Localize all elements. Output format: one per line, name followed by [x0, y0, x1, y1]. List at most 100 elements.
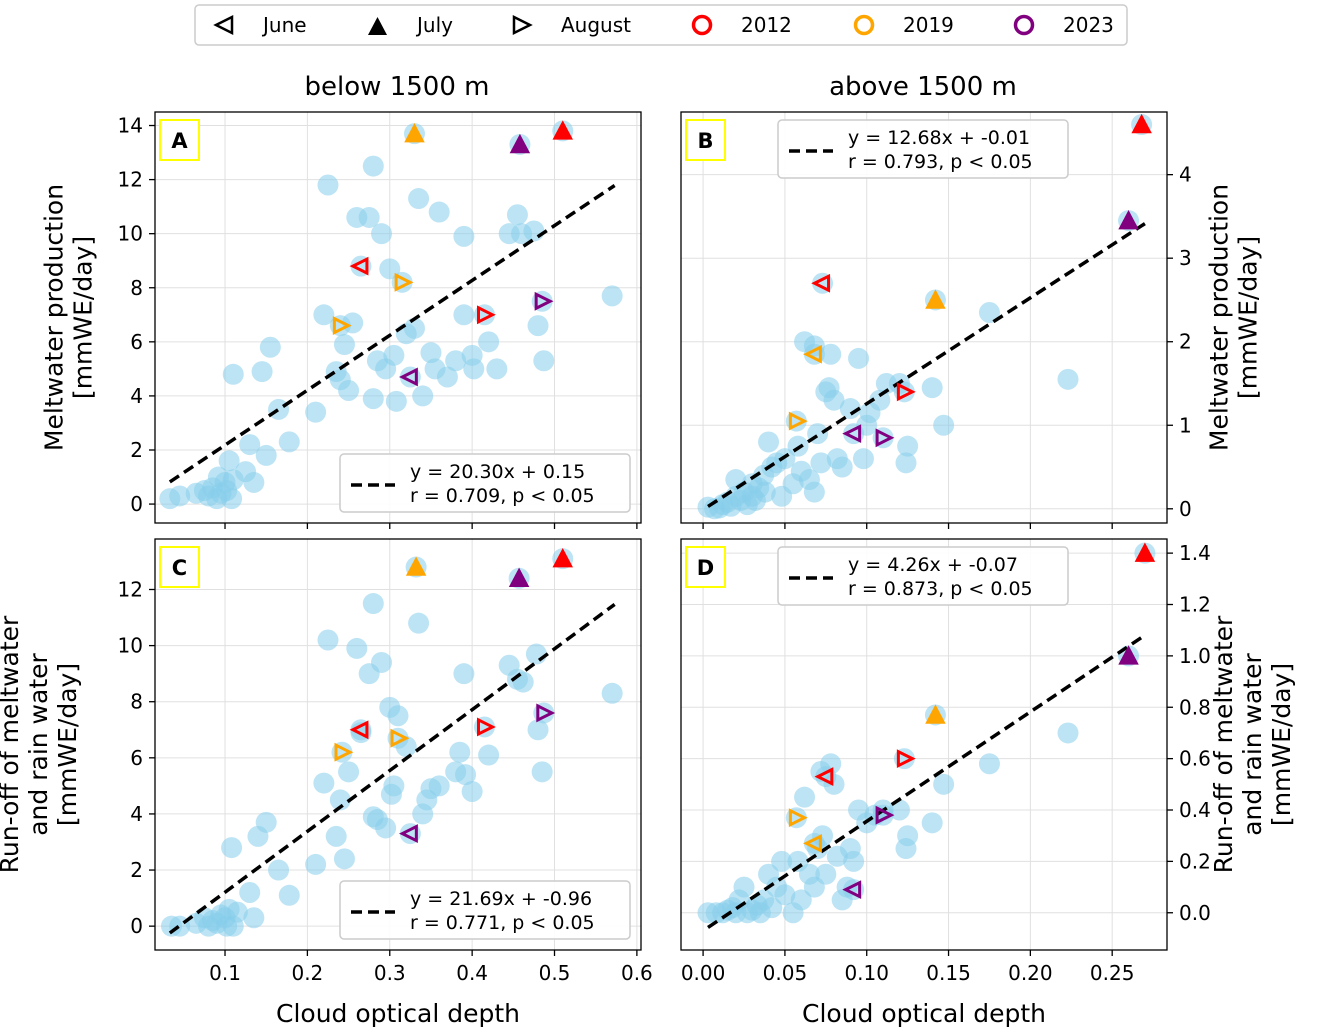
data-point [754, 481, 776, 503]
y-axis-label: Run-off of meltwaterand rain water[mmWE/… [1209, 615, 1296, 873]
legend-label-2023: 2023 [1063, 13, 1114, 37]
marker-august-2023 [875, 428, 895, 448]
data-point [921, 812, 943, 834]
fit-equation: y = 21.69x + -0.96 [410, 888, 592, 910]
y-axis-label-line: [mmWE/day] [1267, 663, 1296, 826]
data-point [978, 301, 1000, 323]
fit-line [707, 222, 1146, 508]
data-point [531, 761, 553, 783]
marker-july-2023 [508, 567, 530, 588]
data-point [455, 764, 477, 786]
data-point [239, 881, 261, 903]
data-point [525, 643, 547, 665]
data-point [278, 884, 300, 906]
data-point [387, 705, 409, 727]
marker-august-2019 [788, 411, 808, 431]
legend: June July August 2012 2019 2023 [194, 4, 1128, 46]
data-point [848, 347, 870, 369]
marker-july-2012 [552, 120, 573, 140]
panel-letter-box [159, 546, 200, 588]
marker-august-2012 [896, 749, 916, 769]
data-point [346, 637, 368, 659]
data-point [268, 859, 290, 881]
y-tick-label: 0 [130, 914, 143, 938]
data-point [453, 225, 475, 247]
data-point [218, 450, 240, 472]
data-point [313, 772, 335, 794]
y-tick-label: 1 [1179, 413, 1192, 437]
data-point [810, 452, 832, 474]
y-tick-label: 0.6 [1179, 747, 1211, 771]
y-tick-label: 0.2 [1179, 849, 1211, 873]
data-point [771, 850, 793, 872]
plot-area [681, 112, 1167, 523]
data-point [978, 753, 1000, 775]
data-point [338, 761, 360, 783]
data-point [375, 817, 397, 839]
marker-june-2023 [399, 367, 418, 387]
y-tick-label: 3 [1179, 246, 1192, 270]
marker-july-2019 [925, 704, 946, 724]
axes-frame [680, 111, 1168, 524]
column-title-left: below 1500 m [305, 72, 490, 102]
data-point [371, 223, 393, 245]
data-point [869, 389, 891, 411]
data-point [815, 863, 837, 885]
data-point [259, 336, 281, 358]
data-point [758, 431, 780, 453]
x-tick-label: 0.10 [844, 961, 889, 985]
fit-statistics: r = 0.709, p < 0.05 [410, 485, 595, 507]
x-tick-label: 0.20 [1008, 961, 1053, 985]
y-tick-label: 8 [130, 276, 143, 300]
marker-june-2019 [803, 344, 822, 364]
y-tick-label: 0 [130, 492, 143, 516]
panel-letter: B [697, 129, 713, 153]
marker-august-2019 [788, 808, 808, 828]
data-point [362, 388, 384, 410]
data-point [533, 350, 555, 372]
x-tick-label: 0.6 [621, 961, 653, 985]
triangle-up-filled-icon [368, 17, 387, 35]
data-point [255, 444, 277, 466]
x-tick-label: 0.5 [539, 961, 571, 985]
data-point [362, 593, 384, 615]
data-point [933, 773, 955, 795]
legend-item-august: August [512, 13, 631, 37]
data-point [305, 401, 327, 423]
fit-equation: y = 4.26x + -0.07 [848, 554, 1018, 576]
marker-june-2023 [842, 424, 862, 444]
y-tick-label: 6 [130, 330, 143, 354]
data-point [601, 682, 623, 704]
legend-item-july: July [368, 13, 453, 37]
data-point [761, 897, 783, 919]
marker-august-2012 [476, 305, 496, 325]
data-point [169, 485, 191, 507]
legend-label-2019: 2019 [903, 13, 954, 37]
y-tick-label: 10 [118, 634, 143, 658]
data-point [895, 452, 917, 474]
marker-august-2019 [332, 316, 352, 336]
y-tick-label: 0 [1179, 497, 1192, 521]
y-tick-label: 1.0 [1179, 644, 1211, 668]
data-point [449, 741, 471, 763]
y-tick-label: 4 [130, 384, 143, 408]
data-point [243, 471, 265, 493]
data-point [831, 456, 853, 478]
data-point [436, 366, 458, 388]
y-tick-label: 2 [130, 438, 143, 462]
marker-july-2012 [1131, 113, 1152, 134]
data-point [305, 853, 327, 875]
data-point [463, 358, 485, 380]
data-point [268, 398, 290, 420]
y-tick-label: 1.4 [1179, 541, 1211, 565]
circle-open-orange-icon [853, 14, 875, 36]
marker-july-2019 [404, 123, 425, 143]
data-point [278, 431, 300, 453]
data-point [333, 334, 355, 356]
data-point [461, 780, 483, 802]
x-axis-label: Cloud optical depth [276, 999, 520, 1028]
panel-D: 0.00 0.05 0.10 0.15 0.20 0.25 0.0 0.2 0.4 0.6 0.8 1… [680, 538, 1296, 1028]
panel-letter-box [685, 546, 726, 588]
data-point [820, 343, 842, 365]
